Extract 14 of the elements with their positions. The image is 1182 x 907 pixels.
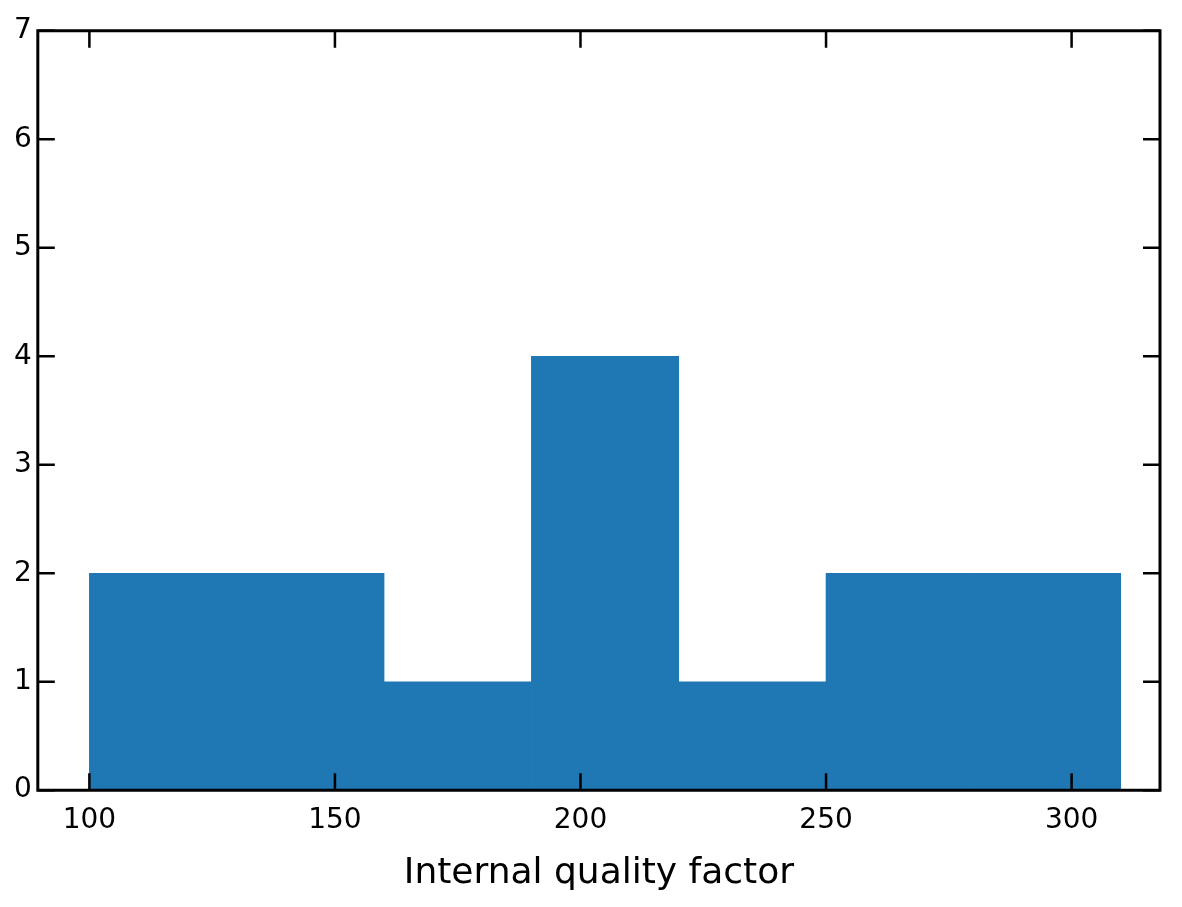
y-tick-label: 2 [13,554,32,588]
y-tick-label: 3 [13,446,32,480]
y-tick-label: 1 [13,663,32,696]
x-tick-label: 250 [799,802,853,836]
y-tick-label: 6 [13,120,32,154]
y-tick-label: 0 [13,771,32,805]
y-tick-label: 7 [13,12,32,46]
y-tick-label: 4 [13,337,32,371]
x-tick-label: 200 [553,802,608,836]
x-tick-label: 100 [62,802,117,836]
x-tick-label: 150 [308,802,362,836]
y-tick-label: 5 [13,229,32,263]
x-tick-label: 300 [1044,802,1099,836]
x-axis-title: Internal quality factor [403,849,795,891]
